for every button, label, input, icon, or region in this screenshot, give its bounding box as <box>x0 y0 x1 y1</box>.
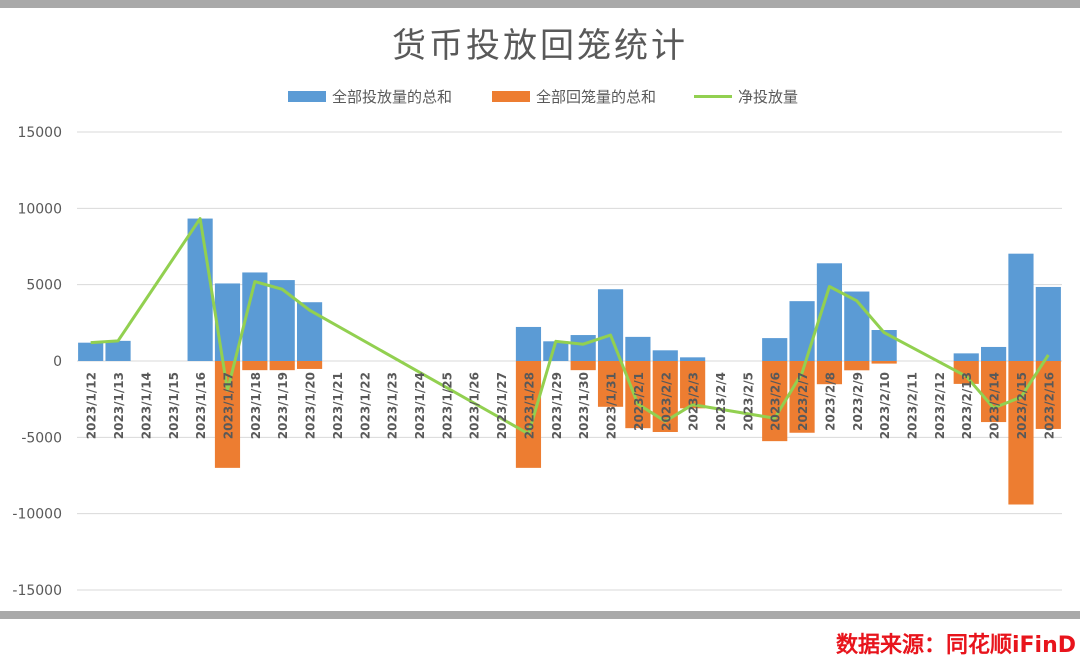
withdraw-bar <box>242 361 268 371</box>
release-bar <box>597 289 624 361</box>
release-bar <box>953 353 979 361</box>
x-tick-label: 2023/1/25 <box>440 372 454 439</box>
withdraw-bar <box>515 361 542 468</box>
release-bar <box>1008 253 1034 361</box>
withdraw-bar <box>953 361 979 384</box>
legend-label-withdraw: 全部回笼量的总和 <box>536 87 657 106</box>
x-tick-label: 2023/2/2 <box>659 372 673 431</box>
x-tick-label: 2023/1/20 <box>304 372 318 439</box>
release-bar <box>1035 286 1061 361</box>
withdraw-bar <box>570 361 596 371</box>
release-bar <box>543 341 569 361</box>
x-tick-label: 2023/2/10 <box>878 372 892 439</box>
withdraw-bar <box>597 361 624 407</box>
withdraw-bar <box>816 361 843 385</box>
release-bar <box>78 342 104 361</box>
y-tick-label: 10000 <box>17 201 62 217</box>
x-tick-label: 2023/2/8 <box>823 372 837 431</box>
x-tick-label: 2023/1/26 <box>468 372 482 439</box>
x-tick-label: 2023/2/9 <box>851 372 865 431</box>
y-tick-label: 0 <box>53 354 62 370</box>
x-tick-label: 2023/1/21 <box>331 372 345 439</box>
legend-swatch-withdraw <box>492 90 530 102</box>
x-tick-label: 2023/1/16 <box>194 372 208 439</box>
grid-layer <box>77 131 1062 591</box>
legend-swatch-net <box>694 94 732 98</box>
release-bar <box>214 283 241 361</box>
withdraw-bar <box>625 361 651 429</box>
release-bar <box>871 330 897 361</box>
release-bar <box>269 280 295 361</box>
legend-item-withdraw: 全部回笼量的总和 <box>492 84 656 108</box>
x-tick-label: 2023/1/27 <box>495 372 509 439</box>
release-bar <box>570 335 596 361</box>
x-tick-label: 2023/1/28 <box>522 372 536 439</box>
release-bar <box>105 340 131 361</box>
release-bar <box>296 302 323 361</box>
x-tick-label: 2023/2/11 <box>906 372 920 439</box>
y-axis-ticks: 15000 10000 5000 0 -5000 -10000 -15000 <box>12 125 62 599</box>
release-bar <box>981 346 1007 361</box>
legend-label-release: 全部投放量的总和 <box>332 87 453 106</box>
withdraw-bar <box>871 361 897 364</box>
legend-label-net: 净投放量 <box>738 87 799 106</box>
x-tick-label: 2023/1/14 <box>139 372 153 439</box>
x-tick-label: 2023/1/31 <box>605 372 619 439</box>
x-tick-label: 2023/2/12 <box>933 372 947 439</box>
x-tick-label: 2023/1/29 <box>550 372 564 439</box>
top-border-band <box>0 0 1080 8</box>
withdraw-bar <box>269 361 295 371</box>
x-tick-label: 2023/1/30 <box>577 372 591 439</box>
withdraw-bar <box>844 361 870 371</box>
y-tick-label: 5000 <box>26 278 62 294</box>
x-tick-label: 2023/2/15 <box>1015 372 1029 439</box>
source-note: 数据来源：同花顺iFinD <box>835 633 1076 658</box>
x-tick-label: 2023/2/1 <box>632 372 646 431</box>
release-bar <box>762 338 788 361</box>
release-bar <box>515 326 542 361</box>
x-axis-ticks: 2023/1/12 2023/1/13 2023/1/14 2023/1/15 2023… <box>85 372 1057 439</box>
release-bar <box>625 336 651 361</box>
x-tick-label: 2023/2/16 <box>1042 372 1056 439</box>
x-tick-label: 2023/2/13 <box>960 372 974 439</box>
x-tick-label: 2023/1/18 <box>249 372 263 439</box>
x-tick-label: 2023/2/7 <box>796 372 810 431</box>
legend: 全部投放量的总和 全部回笼量的总和 净投放量 <box>0 84 1080 108</box>
bar-layer <box>78 218 1061 505</box>
y-tick-label: -15000 <box>12 583 62 599</box>
x-tick-label: 2023/1/17 <box>221 372 235 439</box>
release-bar <box>652 350 678 361</box>
x-tick-label: 2023/2/14 <box>988 372 1002 439</box>
release-bar <box>680 357 706 361</box>
legend-item-net: 净投放量 <box>694 84 798 108</box>
chart-title: 货币投放回笼统计 <box>392 26 688 66</box>
withdraw-bar <box>680 361 706 409</box>
withdraw-bar <box>296 361 323 369</box>
x-tick-label: 2023/2/5 <box>741 372 755 431</box>
release-bar <box>187 218 213 361</box>
y-tick-label: -10000 <box>12 507 62 523</box>
legend-item-release: 全部投放量的总和 <box>288 84 452 108</box>
x-tick-label: 2023/2/4 <box>714 372 728 431</box>
withdraw-bar <box>981 361 1007 423</box>
x-tick-label: 2023/1/23 <box>386 372 400 439</box>
x-tick-label: 2023/1/12 <box>85 372 99 439</box>
x-tick-label: 2023/1/22 <box>358 372 372 439</box>
bottom-border-band <box>0 611 1080 619</box>
withdraw-bar <box>762 361 788 442</box>
x-tick-label: 2023/2/6 <box>769 372 783 431</box>
y-tick-label: -5000 <box>21 430 62 446</box>
legend-swatch-release <box>288 90 326 102</box>
release-bar <box>789 301 815 361</box>
x-tick-label: 2023/1/19 <box>276 372 290 439</box>
y-tick-label: 15000 <box>17 125 62 141</box>
x-tick-label: 2023/1/13 <box>112 372 126 439</box>
line-layer <box>90 217 1050 436</box>
x-tick-label: 2023/1/15 <box>167 372 181 439</box>
x-tick-label: 2023/1/24 <box>413 372 427 439</box>
x-tick-label: 2023/2/3 <box>687 372 701 431</box>
withdraw-bar <box>214 361 241 468</box>
withdraw-bar <box>1035 361 1061 429</box>
